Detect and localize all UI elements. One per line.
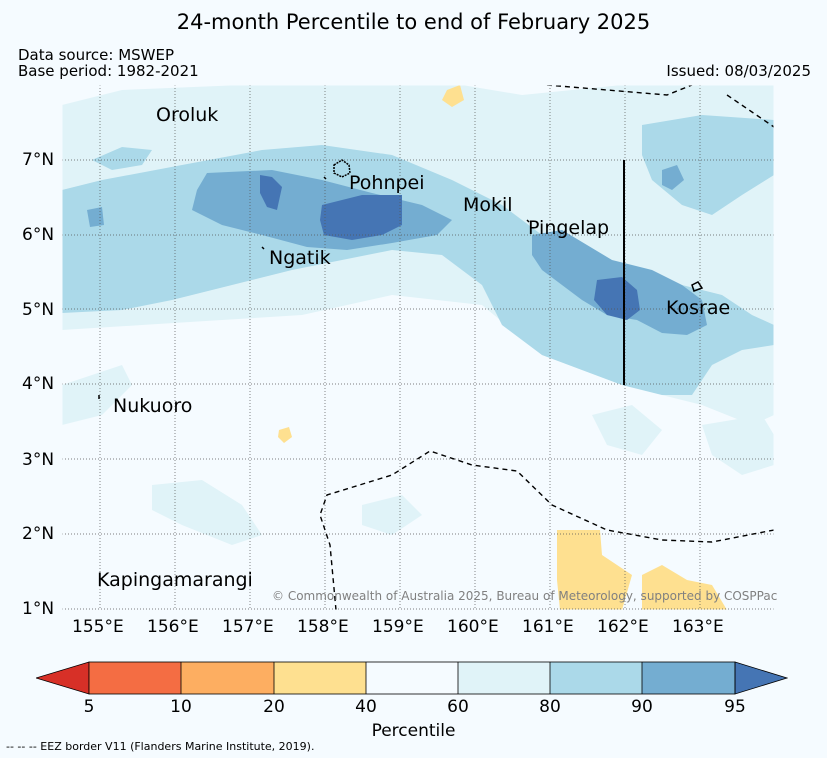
place-kapingamarangi: Kapingamarangi xyxy=(97,569,253,591)
lon-tick-155e: 155°E xyxy=(72,617,124,637)
lon-tick-162e: 162°E xyxy=(597,617,649,637)
percentile-map xyxy=(62,85,774,610)
colorbar-tick-20: 20 xyxy=(263,697,285,717)
colorbar-tick-40: 40 xyxy=(355,697,377,717)
copyright-notice: © Commonwealth of Australia 2025, Bureau… xyxy=(272,589,778,603)
lat-tick-2n: 2°N xyxy=(22,524,55,544)
colorbar xyxy=(36,661,788,695)
colorbar-tick-10: 10 xyxy=(170,697,192,717)
colorbar-tick-5: 5 xyxy=(83,697,95,717)
colorbar-tick-95: 95 xyxy=(724,697,746,717)
place-ngatik: Ngatik xyxy=(269,247,331,269)
colorbar-20-40 xyxy=(274,662,366,694)
island-outlines xyxy=(98,159,704,399)
colorbar-tick-90: 90 xyxy=(631,697,653,717)
lon-tick-157e: 157°E xyxy=(222,617,274,637)
colorbar-10-20 xyxy=(181,662,274,694)
issued-date: Issued: 08/03/2025 xyxy=(666,62,811,80)
colorbar-80-90 xyxy=(550,662,642,694)
lon-tick-159e: 159°E xyxy=(372,617,424,637)
colorbar-5-10 xyxy=(89,662,181,694)
base-period: Base period: 1982-2021 xyxy=(18,62,199,80)
lat-tick-1n: 1°N xyxy=(22,599,55,619)
place-oroluk: Oroluk xyxy=(156,104,219,126)
colorbar-60-80 xyxy=(458,662,550,694)
map-title: 24-month Percentile to end of February 2… xyxy=(176,10,651,34)
place-kosrae: Kosrae xyxy=(666,297,731,319)
band-20-40 xyxy=(278,85,727,610)
colorbar-label: Percentile xyxy=(371,721,456,741)
place-mokil: Mokil xyxy=(463,194,513,216)
place-nukuoro: Nukuoro xyxy=(113,395,193,417)
colorbar-below-5 xyxy=(36,661,90,695)
lon-tick-163e: 163°E xyxy=(672,617,724,637)
colorbar-above-95 xyxy=(734,661,788,695)
lon-tick-160e: 160°E xyxy=(447,617,499,637)
lon-tick-161e: 161°E xyxy=(522,617,574,637)
data-source: Data source: MSWEP xyxy=(18,46,175,64)
colorbar-tick-60: 60 xyxy=(447,697,469,717)
colorbar-90-95 xyxy=(642,662,735,694)
colorbar-40-60 xyxy=(366,662,458,694)
lat-tick-4n: 4°N xyxy=(22,374,55,394)
eez-border xyxy=(319,85,774,610)
place-pingelap: Pingelap xyxy=(528,217,610,239)
lat-tick-6n: 6°N xyxy=(22,225,55,245)
lon-tick-156e: 156°E xyxy=(147,617,199,637)
lat-tick-5n: 5°N xyxy=(22,300,55,320)
place-pohnpei: Pohnpei xyxy=(349,172,425,194)
colorbar-tick-80: 80 xyxy=(539,697,561,717)
lon-tick-158e: 158°E xyxy=(297,617,349,637)
lat-tick-3n: 3°N xyxy=(22,450,55,470)
colorbar-frame xyxy=(88,661,736,695)
eez-footnote: -- -- -- EEZ border V11 (Flanders Marine… xyxy=(6,740,315,753)
colorbar-dividers xyxy=(180,662,643,694)
lat-tick-7n: 7°N xyxy=(22,150,55,170)
